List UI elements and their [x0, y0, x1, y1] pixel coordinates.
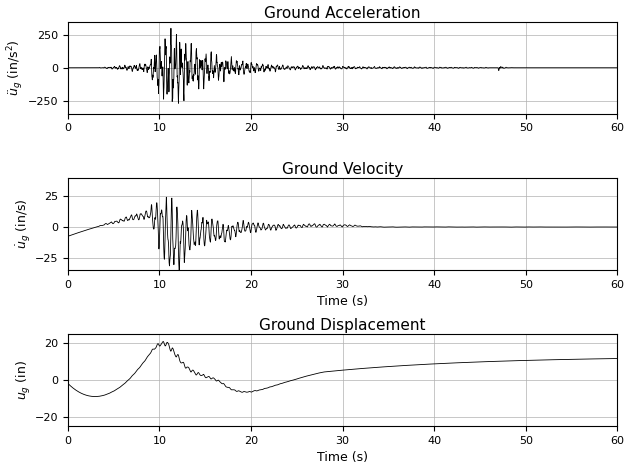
Title: Ground Displacement: Ground Displacement [260, 318, 426, 333]
X-axis label: Time (s): Time (s) [317, 452, 368, 464]
Y-axis label: $u_g$ (in): $u_g$ (in) [15, 360, 33, 400]
Title: Ground Velocity: Ground Velocity [282, 162, 403, 177]
Y-axis label: $\dot{u}_g$ (in/s): $\dot{u}_g$ (in/s) [14, 199, 33, 249]
Y-axis label: $\ddot{u}_g$ (in/s$^2$): $\ddot{u}_g$ (in/s$^2$) [6, 39, 26, 96]
Title: Ground Acceleration: Ground Acceleration [265, 6, 421, 21]
X-axis label: Time (s): Time (s) [317, 295, 368, 308]
